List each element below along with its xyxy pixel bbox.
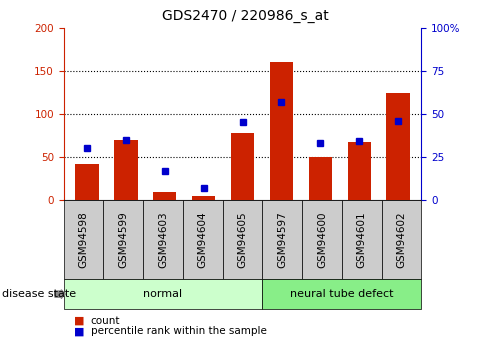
Bar bbox=[231, 133, 254, 200]
Bar bbox=[75, 164, 98, 200]
Text: GSM94601: GSM94601 bbox=[357, 211, 367, 268]
Bar bbox=[153, 193, 176, 200]
Text: normal: normal bbox=[144, 289, 183, 299]
Text: percentile rank within the sample: percentile rank within the sample bbox=[91, 326, 267, 336]
Text: GSM94604: GSM94604 bbox=[198, 211, 208, 268]
Text: GSM94603: GSM94603 bbox=[158, 211, 168, 268]
Text: ■: ■ bbox=[74, 326, 84, 336]
Text: GDS2470 / 220986_s_at: GDS2470 / 220986_s_at bbox=[162, 9, 328, 23]
Bar bbox=[387, 93, 410, 200]
Text: ■: ■ bbox=[74, 316, 84, 326]
Bar bbox=[270, 62, 293, 200]
Bar bbox=[114, 140, 138, 200]
Text: GSM94605: GSM94605 bbox=[238, 211, 247, 268]
Text: GSM94600: GSM94600 bbox=[317, 211, 327, 268]
Bar bbox=[192, 196, 215, 200]
Text: count: count bbox=[91, 316, 120, 326]
Bar bbox=[347, 142, 371, 200]
Text: disease state: disease state bbox=[2, 289, 76, 299]
Text: GSM94602: GSM94602 bbox=[396, 211, 407, 268]
Text: neural tube defect: neural tube defect bbox=[290, 289, 393, 299]
Text: GSM94598: GSM94598 bbox=[78, 211, 89, 268]
Text: GSM94599: GSM94599 bbox=[118, 211, 128, 268]
Bar bbox=[309, 157, 332, 200]
Text: GSM94597: GSM94597 bbox=[277, 211, 287, 268]
